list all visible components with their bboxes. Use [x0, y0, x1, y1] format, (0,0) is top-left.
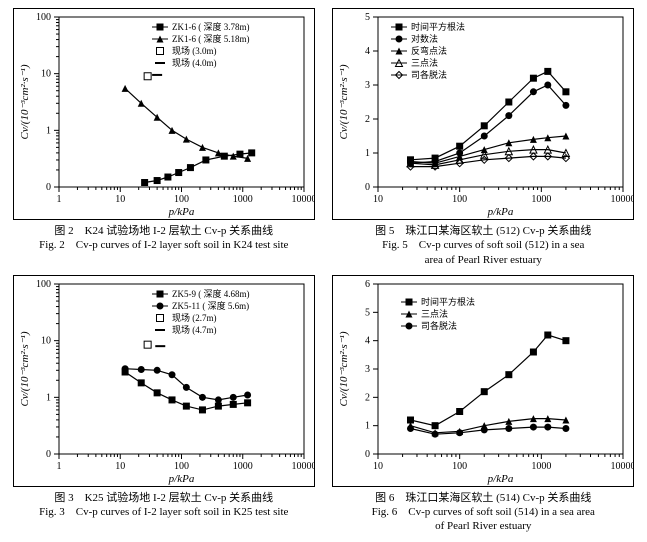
chart-fig5: 10 100 1000 10000 0 1 2 3 4 5 p/kPa Cv/(10⁻³cm²·s⁻¹… — [332, 8, 634, 220]
figure-grid: 1101001000100000110100p/kPaCv/(10⁻³cm²·s… — [8, 8, 639, 534]
svg-text:10000: 10000 — [611, 461, 634, 472]
svg-text:反弯点法: 反弯点法 — [411, 45, 447, 56]
caption-cn-fig3: 图 3 K25 试验场地 I-2 层软土 Cv-p 关系曲线 — [54, 491, 273, 505]
svg-text:10: 10 — [115, 461, 125, 472]
caption-en-fig6-l1: Fig. 6 Cv-p curves of soft soil (514) in… — [372, 505, 595, 519]
caption-cn-fig2: 图 2 K24 试验场地 I-2 层软土 Cv-p 关系曲线 — [54, 224, 273, 238]
chart-fig3: 1101001000100000110100p/kPaCv/(10⁻³cm²·s… — [13, 275, 315, 487]
svg-text:Cv/(10⁻³cm²·s⁻¹): Cv/(10⁻³cm²·s⁻¹) — [338, 331, 350, 406]
svg-text:1: 1 — [46, 125, 51, 136]
panel-fig3: 1101001000100000110100p/kPaCv/(10⁻³cm²·s… — [8, 275, 320, 534]
svg-text:现场 (2.7m): 现场 (2.7m) — [172, 313, 217, 323]
svg-text:100: 100 — [452, 461, 467, 472]
svg-text:司各脱法: 司各脱法 — [421, 320, 457, 331]
caption-en-fig3: Fig. 3 Cv-p curves of I-2 layer soft soi… — [39, 505, 288, 519]
svg-text:4: 4 — [365, 336, 370, 347]
svg-text:10: 10 — [41, 336, 51, 347]
svg-text:6: 6 — [365, 279, 370, 290]
svg-text:三点法: 三点法 — [421, 308, 448, 319]
svg-text:ZK1-6 ( 深度 3.78m): ZK1-6 ( 深度 3.78m) — [172, 21, 250, 32]
panel-fig5: 10 100 1000 10000 0 1 2 3 4 5 p/kPa Cv/(10⁻³cm²·s⁻¹… — [328, 8, 640, 267]
svg-text:5: 5 — [365, 307, 370, 318]
svg-text:0: 0 — [46, 449, 51, 460]
svg-text:100: 100 — [174, 194, 189, 205]
panel-fig6: 10 100 1000 10000 0 1 2 3 4 5 6 p/kPa Cv/(10⁻³cm²·s⁻… — [328, 275, 640, 534]
caption-cn-fig5: 图 5 珠江口某海区软土 (512) Cv-p 关系曲线 — [375, 224, 591, 238]
panel-fig2: 1101001000100000110100p/kPaCv/(10⁻³cm²·s… — [8, 8, 320, 267]
svg-text:10: 10 — [373, 194, 383, 205]
svg-text:5: 5 — [365, 12, 370, 23]
svg-text:1: 1 — [56, 461, 61, 472]
svg-text:现场 (4.7m): 现场 (4.7m) — [172, 325, 217, 335]
caption-cn-fig6: 图 6 珠江口某海区软土 (514) Cv-p 关系曲线 — [375, 491, 591, 505]
svg-text:p/kPa: p/kPa — [167, 473, 194, 485]
svg-text:Cv/(10⁻³cm²·s⁻¹): Cv/(10⁻³cm²·s⁻¹) — [19, 64, 31, 139]
svg-text:1000: 1000 — [233, 461, 253, 472]
svg-text:三点法: 三点法 — [411, 57, 438, 68]
caption-en-fig5-l2: area of Pearl River estuary — [425, 253, 542, 267]
svg-text:现场 (3.0m): 现场 (3.0m) — [172, 46, 217, 56]
svg-text:10000: 10000 — [611, 194, 634, 205]
svg-text:1000: 1000 — [532, 461, 552, 472]
svg-text:2: 2 — [365, 114, 370, 125]
svg-text:1000: 1000 — [233, 194, 253, 205]
svg-text:ZK1-6 ( 深度 5.18m): ZK1-6 ( 深度 5.18m) — [172, 33, 250, 44]
svg-text:10: 10 — [115, 194, 125, 205]
caption-en-fig5-l1: Fig. 5 Cv-p curves of soft soil (512) in… — [382, 238, 584, 252]
svg-text:10: 10 — [41, 69, 51, 80]
svg-text:时间平方根法: 时间平方根法 — [421, 296, 475, 307]
svg-text:ZK5-11 ( 深度 5.6m): ZK5-11 ( 深度 5.6m) — [172, 300, 249, 311]
svg-text:3: 3 — [365, 364, 370, 375]
caption-en-fig6-l2: of Pearl River estuary — [435, 519, 531, 533]
svg-text:4: 4 — [365, 46, 370, 57]
svg-text:0: 0 — [365, 182, 370, 193]
svg-text:3: 3 — [365, 80, 370, 91]
svg-text:p/kPa: p/kPa — [167, 206, 194, 218]
svg-text:1: 1 — [365, 148, 370, 159]
svg-text:1000: 1000 — [532, 194, 552, 205]
svg-text:对数法: 对数法 — [411, 33, 438, 44]
svg-text:p/kPa: p/kPa — [487, 473, 514, 485]
svg-text:Cv/(10⁻³cm²·s⁻¹): Cv/(10⁻³cm²·s⁻¹) — [338, 64, 350, 139]
svg-text:100: 100 — [452, 194, 467, 205]
svg-text:司各脱法: 司各脱法 — [411, 69, 447, 80]
chart-fig2: 1101001000100000110100p/kPaCv/(10⁻³cm²·s… — [13, 8, 315, 220]
svg-text:1: 1 — [46, 392, 51, 403]
svg-text:2: 2 — [365, 392, 370, 403]
svg-text:10: 10 — [373, 461, 383, 472]
svg-text:10000: 10000 — [291, 194, 314, 205]
svg-text:p/kPa: p/kPa — [487, 206, 514, 218]
svg-text:ZK5-9 ( 深度 4.68m): ZK5-9 ( 深度 4.68m) — [172, 288, 250, 299]
svg-text:1: 1 — [56, 194, 61, 205]
svg-text:Cv/(10⁻³cm²·s⁻¹): Cv/(10⁻³cm²·s⁻¹) — [19, 331, 31, 406]
svg-text:0: 0 — [365, 449, 370, 460]
chart-fig6: 10 100 1000 10000 0 1 2 3 4 5 6 p/kPa Cv/(10⁻³cm²·s⁻… — [332, 275, 634, 487]
svg-text:100: 100 — [36, 279, 51, 290]
svg-text:时间平方根法: 时间平方根法 — [411, 21, 465, 32]
svg-text:100: 100 — [36, 12, 51, 23]
caption-en-fig2: Fig. 2 Cv-p curves of I-2 layer soft soi… — [39, 238, 288, 252]
svg-text:1: 1 — [365, 421, 370, 432]
svg-text:0: 0 — [46, 182, 51, 193]
svg-text:现场 (4.0m): 现场 (4.0m) — [172, 58, 217, 68]
svg-text:10000: 10000 — [291, 461, 314, 472]
svg-text:100: 100 — [174, 461, 189, 472]
